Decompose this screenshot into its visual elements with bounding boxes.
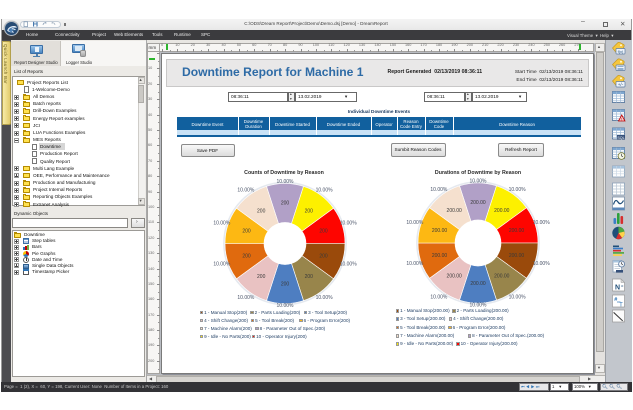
svg-text:200.00: 200.00 xyxy=(447,274,463,280)
svg-text:200.00: 200.00 xyxy=(470,281,486,287)
svg-text:200.00: 200.00 xyxy=(494,274,510,280)
svg-text:10.00%: 10.00% xyxy=(509,187,527,193)
svg-text:200: 200 xyxy=(305,208,314,214)
svg-text:10.00%: 10.00% xyxy=(509,295,527,301)
svg-text:!: ! xyxy=(621,116,622,121)
svg-text:200.00: 200.00 xyxy=(447,208,463,214)
svg-text:o: o xyxy=(621,283,624,288)
svg-text:10.00%: 10.00% xyxy=(430,295,448,301)
svg-text:10.00%: 10.00% xyxy=(406,261,424,267)
svg-text:10.00%: 10.00% xyxy=(316,187,334,193)
svg-text:200: 200 xyxy=(281,282,290,288)
svg-text:SQL: SQL xyxy=(617,136,624,140)
svg-text:f(x): f(x) xyxy=(618,49,624,54)
svg-text:10.00%: 10.00% xyxy=(237,187,255,193)
svg-text:200: 200 xyxy=(257,274,266,280)
svg-text:10.00%: 10.00% xyxy=(533,220,551,226)
svg-text:200.00: 200.00 xyxy=(509,228,525,234)
svg-text:10.00%: 10.00% xyxy=(406,220,424,226)
svg-text:200: 200 xyxy=(305,274,314,280)
svg-text:200.00: 200.00 xyxy=(470,200,486,206)
svg-text:200: 200 xyxy=(257,208,266,214)
svg-text:N: N xyxy=(615,285,620,292)
svg-text:+/-: +/- xyxy=(618,82,624,87)
svg-text:10.00%: 10.00% xyxy=(533,261,551,267)
svg-text:10.00%: 10.00% xyxy=(277,179,295,185)
svg-text:10.00%: 10.00% xyxy=(277,303,295,309)
svg-text:200.00: 200.00 xyxy=(432,253,448,259)
svg-text:10.00%: 10.00% xyxy=(316,295,334,301)
svg-text:200: 200 xyxy=(319,229,328,235)
svg-text:10.00%: 10.00% xyxy=(340,262,358,268)
svg-text:200: 200 xyxy=(242,229,251,235)
svg-text:10.00%: 10.00% xyxy=(470,179,488,185)
svg-text:200: 200 xyxy=(319,254,328,260)
svg-text:200.00: 200.00 xyxy=(509,253,525,259)
svg-text:10.00%: 10.00% xyxy=(340,221,358,227)
svg-text:10.00%: 10.00% xyxy=(213,221,231,227)
svg-text:10.00%: 10.00% xyxy=(237,295,255,301)
svg-text:200.00: 200.00 xyxy=(494,208,510,214)
svg-text:200: 200 xyxy=(242,254,251,260)
svg-text:T: T xyxy=(619,303,623,309)
svg-text:10.00%: 10.00% xyxy=(213,262,231,268)
svg-text:200: 200 xyxy=(281,201,290,207)
svg-text:#: # xyxy=(614,297,617,303)
svg-text:10.00%: 10.00% xyxy=(430,187,448,193)
svg-text:200.00: 200.00 xyxy=(432,228,448,234)
svg-text:10.00%: 10.00% xyxy=(470,303,488,309)
